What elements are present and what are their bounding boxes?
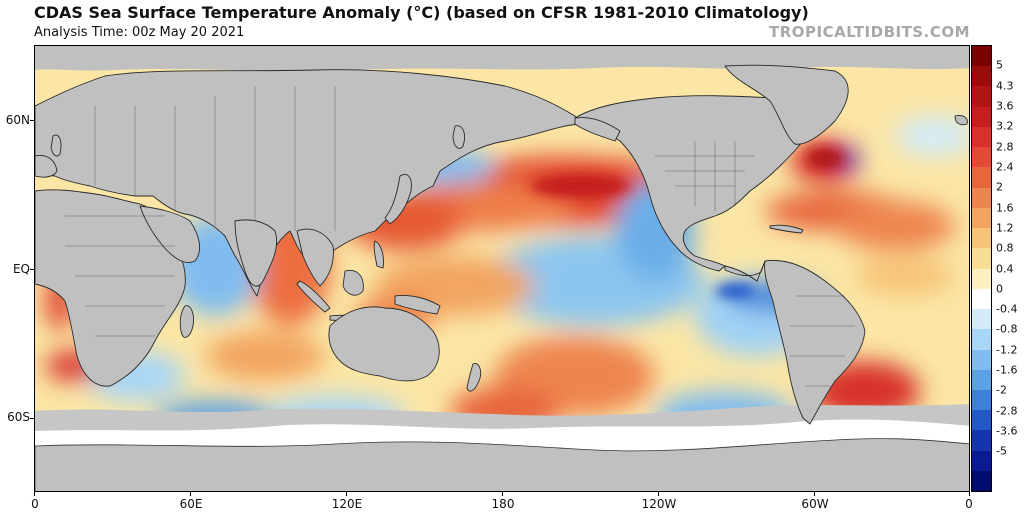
colorbar-segment: [972, 349, 991, 370]
new-guinea: [394, 295, 441, 315]
sumatra: [296, 280, 331, 313]
colorbar-segment: [972, 410, 991, 431]
colorbar-tick-label: 2.8: [996, 140, 1014, 154]
lon-tick: [658, 492, 659, 496]
lon-tick: [190, 492, 191, 496]
colorbar-segment: [972, 46, 991, 67]
japan: [384, 174, 412, 225]
colorbar-segment: [972, 187, 991, 208]
colorbar-tick-label: 1.6: [996, 201, 1014, 215]
lon-label-60e: 60E: [179, 497, 203, 511]
lon-label-0: 0: [31, 497, 39, 511]
lat-label-60s: 60S: [7, 410, 30, 424]
colorbar-segment: [972, 329, 991, 350]
lon-label-120w: 120W: [641, 497, 677, 511]
map-title: CDAS Sea Surface Temperature Anomaly (°C…: [34, 3, 809, 22]
lon-label-180: 180: [491, 497, 515, 511]
lat-tick: [30, 269, 34, 270]
colorbar-tick-label: 5: [996, 58, 1003, 72]
colorbar-segment: [972, 147, 991, 168]
colorbar-tick-label: 0.8: [996, 241, 1014, 255]
colorbar-segment: [972, 268, 991, 289]
colorbar-tick-label: -2.8: [996, 404, 1018, 418]
colorbar-tick-label: 0.4: [996, 262, 1014, 275]
colorbar-segment: [972, 106, 991, 127]
madagascar: [179, 305, 194, 338]
lat-tick: [30, 418, 34, 419]
lon-tick: [814, 492, 815, 496]
colorbar-segment: [972, 309, 991, 330]
lon-tick: [34, 492, 35, 496]
colorbar-tick-label: 4.3: [996, 79, 1014, 93]
analysis-time: Analysis Time: 00z May 20 2021: [34, 25, 245, 40]
site-watermark: TROPICALTIDBITS.COM: [769, 23, 970, 41]
colorbar-segment: [972, 430, 991, 451]
colorbar-segment: [972, 450, 991, 471]
kamchatka: [452, 125, 466, 149]
colorbar-tick-label: -2: [996, 383, 1007, 397]
colorbar-tick-label: 2.4: [996, 160, 1014, 174]
alaska: [574, 117, 621, 142]
colorbar-tick-label: 0: [996, 282, 1003, 296]
colorbar-tick-label: -1.2: [996, 343, 1018, 357]
colorbar-segment: [972, 369, 991, 390]
lat-label-eq: EQ: [12, 262, 30, 276]
indian-subcontinent: [234, 219, 278, 287]
sst-anomaly-map: [34, 45, 970, 492]
colorbar-tick-label: -0.4: [996, 302, 1018, 316]
arabian-peninsula: [139, 205, 201, 263]
british-isles: [50, 134, 62, 157]
arctic-land: [35, 46, 969, 72]
lon-tick: [969, 492, 970, 496]
colorbar-segment: [972, 86, 991, 107]
africa: [35, 189, 186, 387]
lon-label-60w: 60W: [801, 497, 829, 511]
colorbar-tick-label: 2: [996, 180, 1003, 194]
lon-tick: [502, 492, 503, 496]
australia: [328, 306, 440, 382]
lon-label-0-east: 0: [965, 497, 973, 511]
lon-tick: [346, 492, 347, 496]
antarctica: [35, 438, 969, 491]
map-canvas: [35, 46, 969, 491]
colorbar-tick-label: -5: [996, 444, 1007, 458]
lat-label-60n: 60N: [5, 113, 30, 127]
philippines: [373, 240, 384, 269]
colorbar-segment: [972, 288, 991, 310]
colorbar-segment: [972, 66, 991, 87]
colorbar-segment: [972, 248, 991, 269]
colorbar-tick-label: 3.6: [996, 99, 1014, 113]
borneo: [342, 269, 364, 296]
colorbar-tick-label: -1.6: [996, 363, 1018, 377]
cuba: [769, 224, 804, 234]
lon-label-120e: 120E: [331, 497, 363, 511]
indochina: [296, 228, 334, 287]
south-america: [764, 259, 866, 425]
iceland: [954, 115, 968, 126]
colorbar-tick-label: -0.8: [996, 322, 1018, 336]
colorbar-tick-label: 1.2: [996, 221, 1014, 235]
political-borders: [65, 86, 855, 387]
colorbar-segment: [972, 167, 991, 188]
central-america: [724, 260, 766, 282]
greenland: [724, 64, 849, 145]
colorbar: [971, 45, 992, 492]
colorbar-segment: [972, 228, 991, 249]
colorbar-segment: [972, 207, 991, 229]
colorbar-tick-label: 3.2: [996, 119, 1014, 133]
lat-tick: [30, 120, 34, 121]
colorbar-segment: [972, 126, 991, 148]
colorbar-tick-label: -3.6: [996, 424, 1018, 438]
colorbar-segment: [972, 470, 991, 491]
colorbar-segment: [972, 389, 991, 411]
new-zealand: [466, 363, 482, 392]
iberia: [35, 155, 58, 178]
continents: [35, 64, 968, 425]
